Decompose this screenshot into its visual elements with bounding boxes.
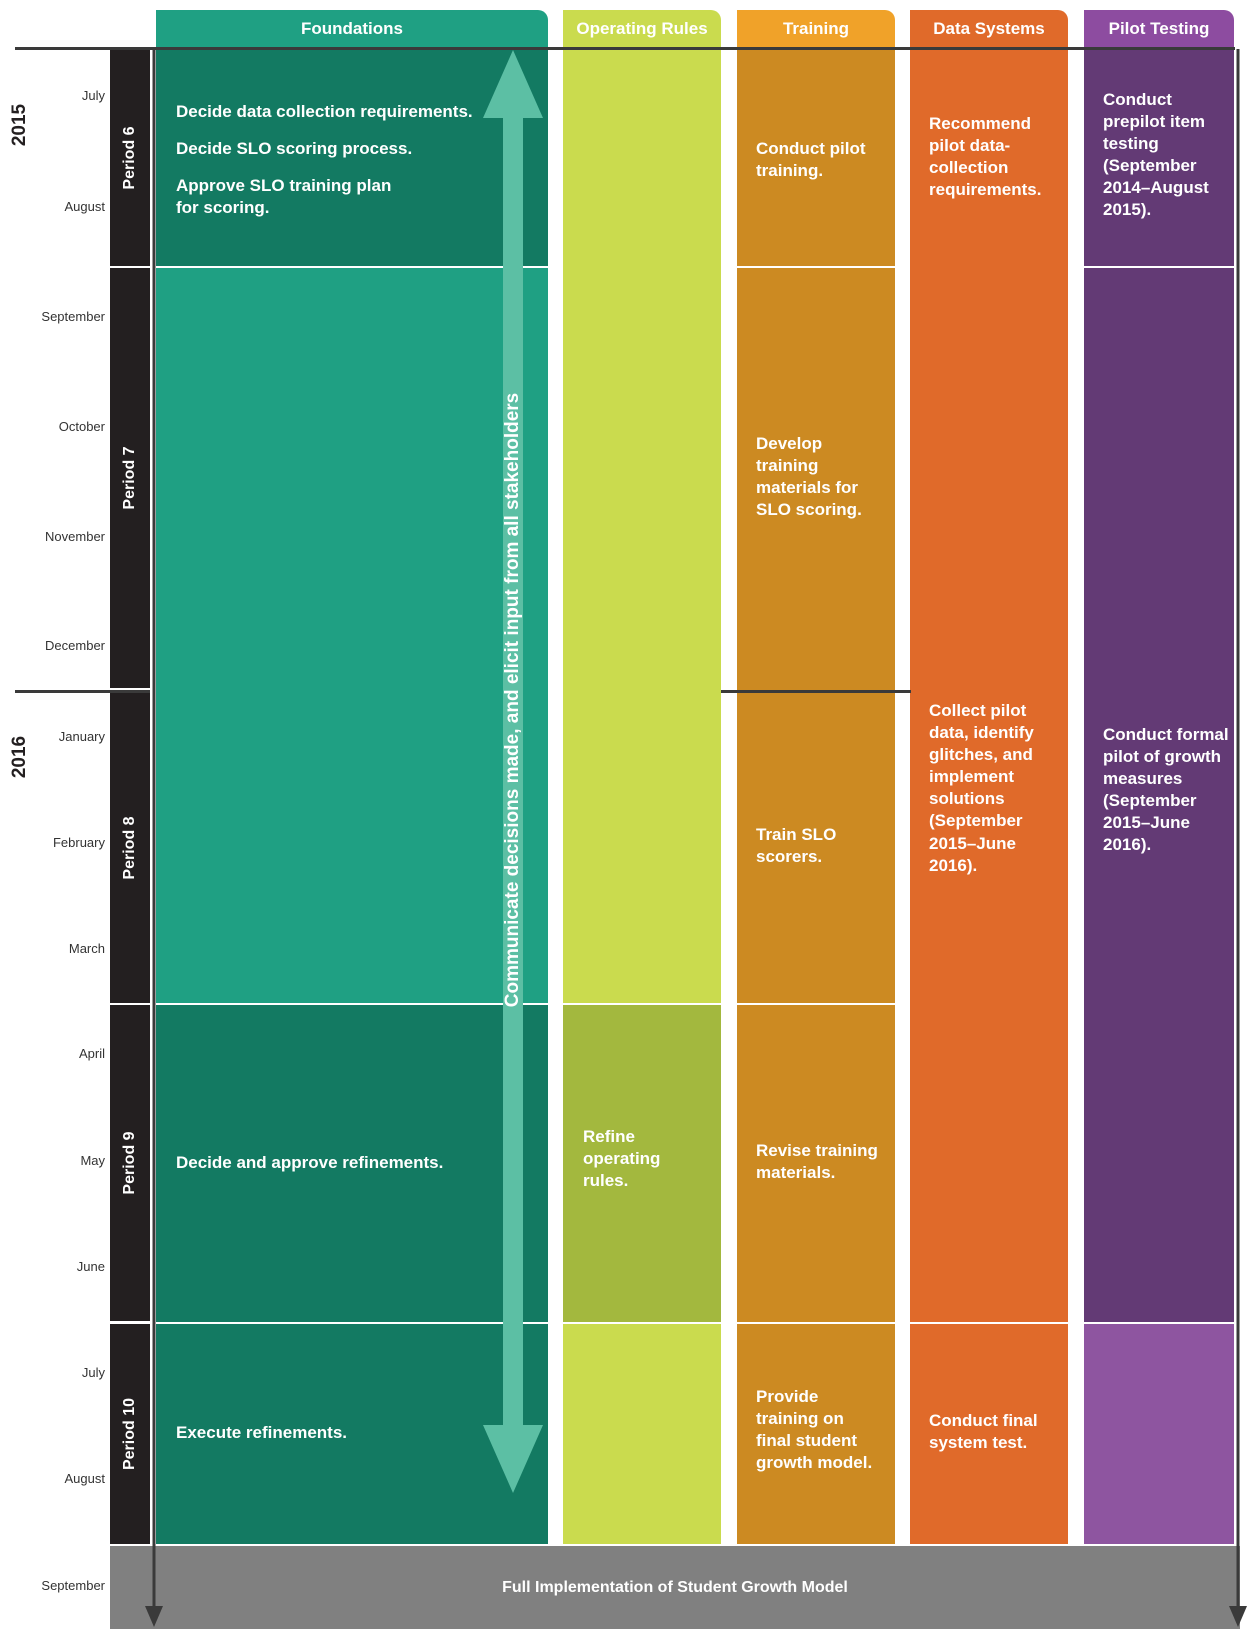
training-column: [737, 48, 895, 1544]
data-systems-divider-p10: [910, 1322, 1068, 1324]
month-label: December: [45, 638, 105, 653]
month-label: March: [68, 941, 105, 956]
month-label: January: [58, 729, 105, 744]
training-p8-text: Train SLO scorers.: [756, 825, 837, 867]
header-data-systems: Data Systems: [910, 10, 1068, 48]
foundations-p6-item-3: Approve SLO training plan for scoring.: [176, 176, 392, 218]
foundations-divider-p7: [156, 266, 548, 268]
month-label: November: [45, 529, 105, 544]
month-label: September: [41, 309, 105, 324]
month-label: July: [81, 88, 105, 103]
data-systems-column: [910, 48, 1068, 1544]
training-p6-text: Conduct pilot training.: [756, 139, 866, 181]
month-label: October: [58, 419, 105, 434]
month-label: July: [81, 1365, 105, 1380]
foundations-period7-8: [156, 267, 548, 1004]
period-9: Period 9: [110, 1005, 150, 1321]
pilot-divider-p10: [1084, 1322, 1234, 1324]
stakeholder-communication-text: Communicate decisions made, and elicit i…: [502, 392, 523, 1008]
foundations-p6-item-1: Decide data collection requirements.: [176, 102, 473, 121]
operating-rules-early: [563, 48, 721, 1004]
foundations-p6-item-2: Decide SLO scoring process.: [176, 139, 413, 158]
foundations-p9-text: Decide and approve refinements.: [176, 1153, 444, 1172]
foundations-divider-p9: [156, 1003, 548, 1005]
data-systems-p10-text: Conduct final system test.: [929, 1411, 1038, 1453]
foundations-divider-p10: [156, 1322, 548, 1324]
operating-rules-p9-text: Refine operating rules.: [583, 1127, 661, 1191]
period-6: Period 6: [110, 50, 150, 266]
month-label: August: [64, 1471, 105, 1486]
month-label: September: [41, 1578, 105, 1593]
header-operating-rules: Operating Rules: [563, 10, 721, 48]
month-label: April: [78, 1046, 105, 1061]
pilot-divider-p7: [1084, 266, 1234, 268]
operating-rules-period10: [563, 1322, 721, 1544]
training-divider-p10: [737, 1322, 895, 1324]
month-label: February: [52, 835, 105, 850]
foundations-period6: [156, 48, 548, 267]
training-p10-text: Provide training on final student growth…: [756, 1387, 873, 1473]
full-implementation-bar: Full Implementation of Student Growth Mo…: [110, 1546, 1240, 1629]
training-divider-p9: [737, 1003, 895, 1005]
training-p9-text: Revise training materials.: [756, 1141, 878, 1183]
foundations-p10-text: Execute refinements.: [176, 1423, 348, 1442]
operating-divider-p9: [563, 1003, 721, 1005]
training-p7-text: Develop training materials for SLO scori…: [756, 434, 862, 520]
month-label: June: [76, 1259, 105, 1274]
year-divider-left: [15, 690, 150, 693]
header-training: Training: [737, 10, 895, 48]
data-systems-p8-text: Collect pilot data, identify glitches, a…: [929, 701, 1034, 875]
pilot-testing-period10: [1084, 1322, 1234, 1544]
operating-rules-period9: [563, 1004, 721, 1322]
full-implementation-label: Full Implementation of Student Growth Mo…: [502, 1578, 848, 1596]
data-systems-p6-text: Recommend pilot data-collection requirem…: [929, 114, 1042, 200]
period-7: Period 7: [110, 268, 150, 688]
period-8: Period 8: [110, 693, 150, 1003]
pilot-testing-p6-text: Conduct prepilot item testing (September…: [1103, 90, 1209, 220]
header-pilot-testing: Pilot Testing: [1084, 10, 1234, 48]
month-label: May: [80, 1153, 105, 1168]
period-10: Period 10: [110, 1324, 150, 1544]
foundations-period9-10: [156, 1004, 548, 1544]
timeline-top-line: [15, 47, 1235, 50]
header-foundations: Foundations: [156, 10, 548, 48]
training-divider-p7: [737, 266, 895, 268]
month-label: August: [64, 199, 105, 214]
pilot-testing-column: [1084, 48, 1234, 1322]
pilot-testing-p8-text: Conduct formal pilot of growth measures …: [1103, 725, 1229, 855]
stakeholder-double-arrow: [483, 50, 543, 1493]
operating-divider-p10: [563, 1322, 721, 1324]
year-divider-training-data: [721, 690, 911, 693]
